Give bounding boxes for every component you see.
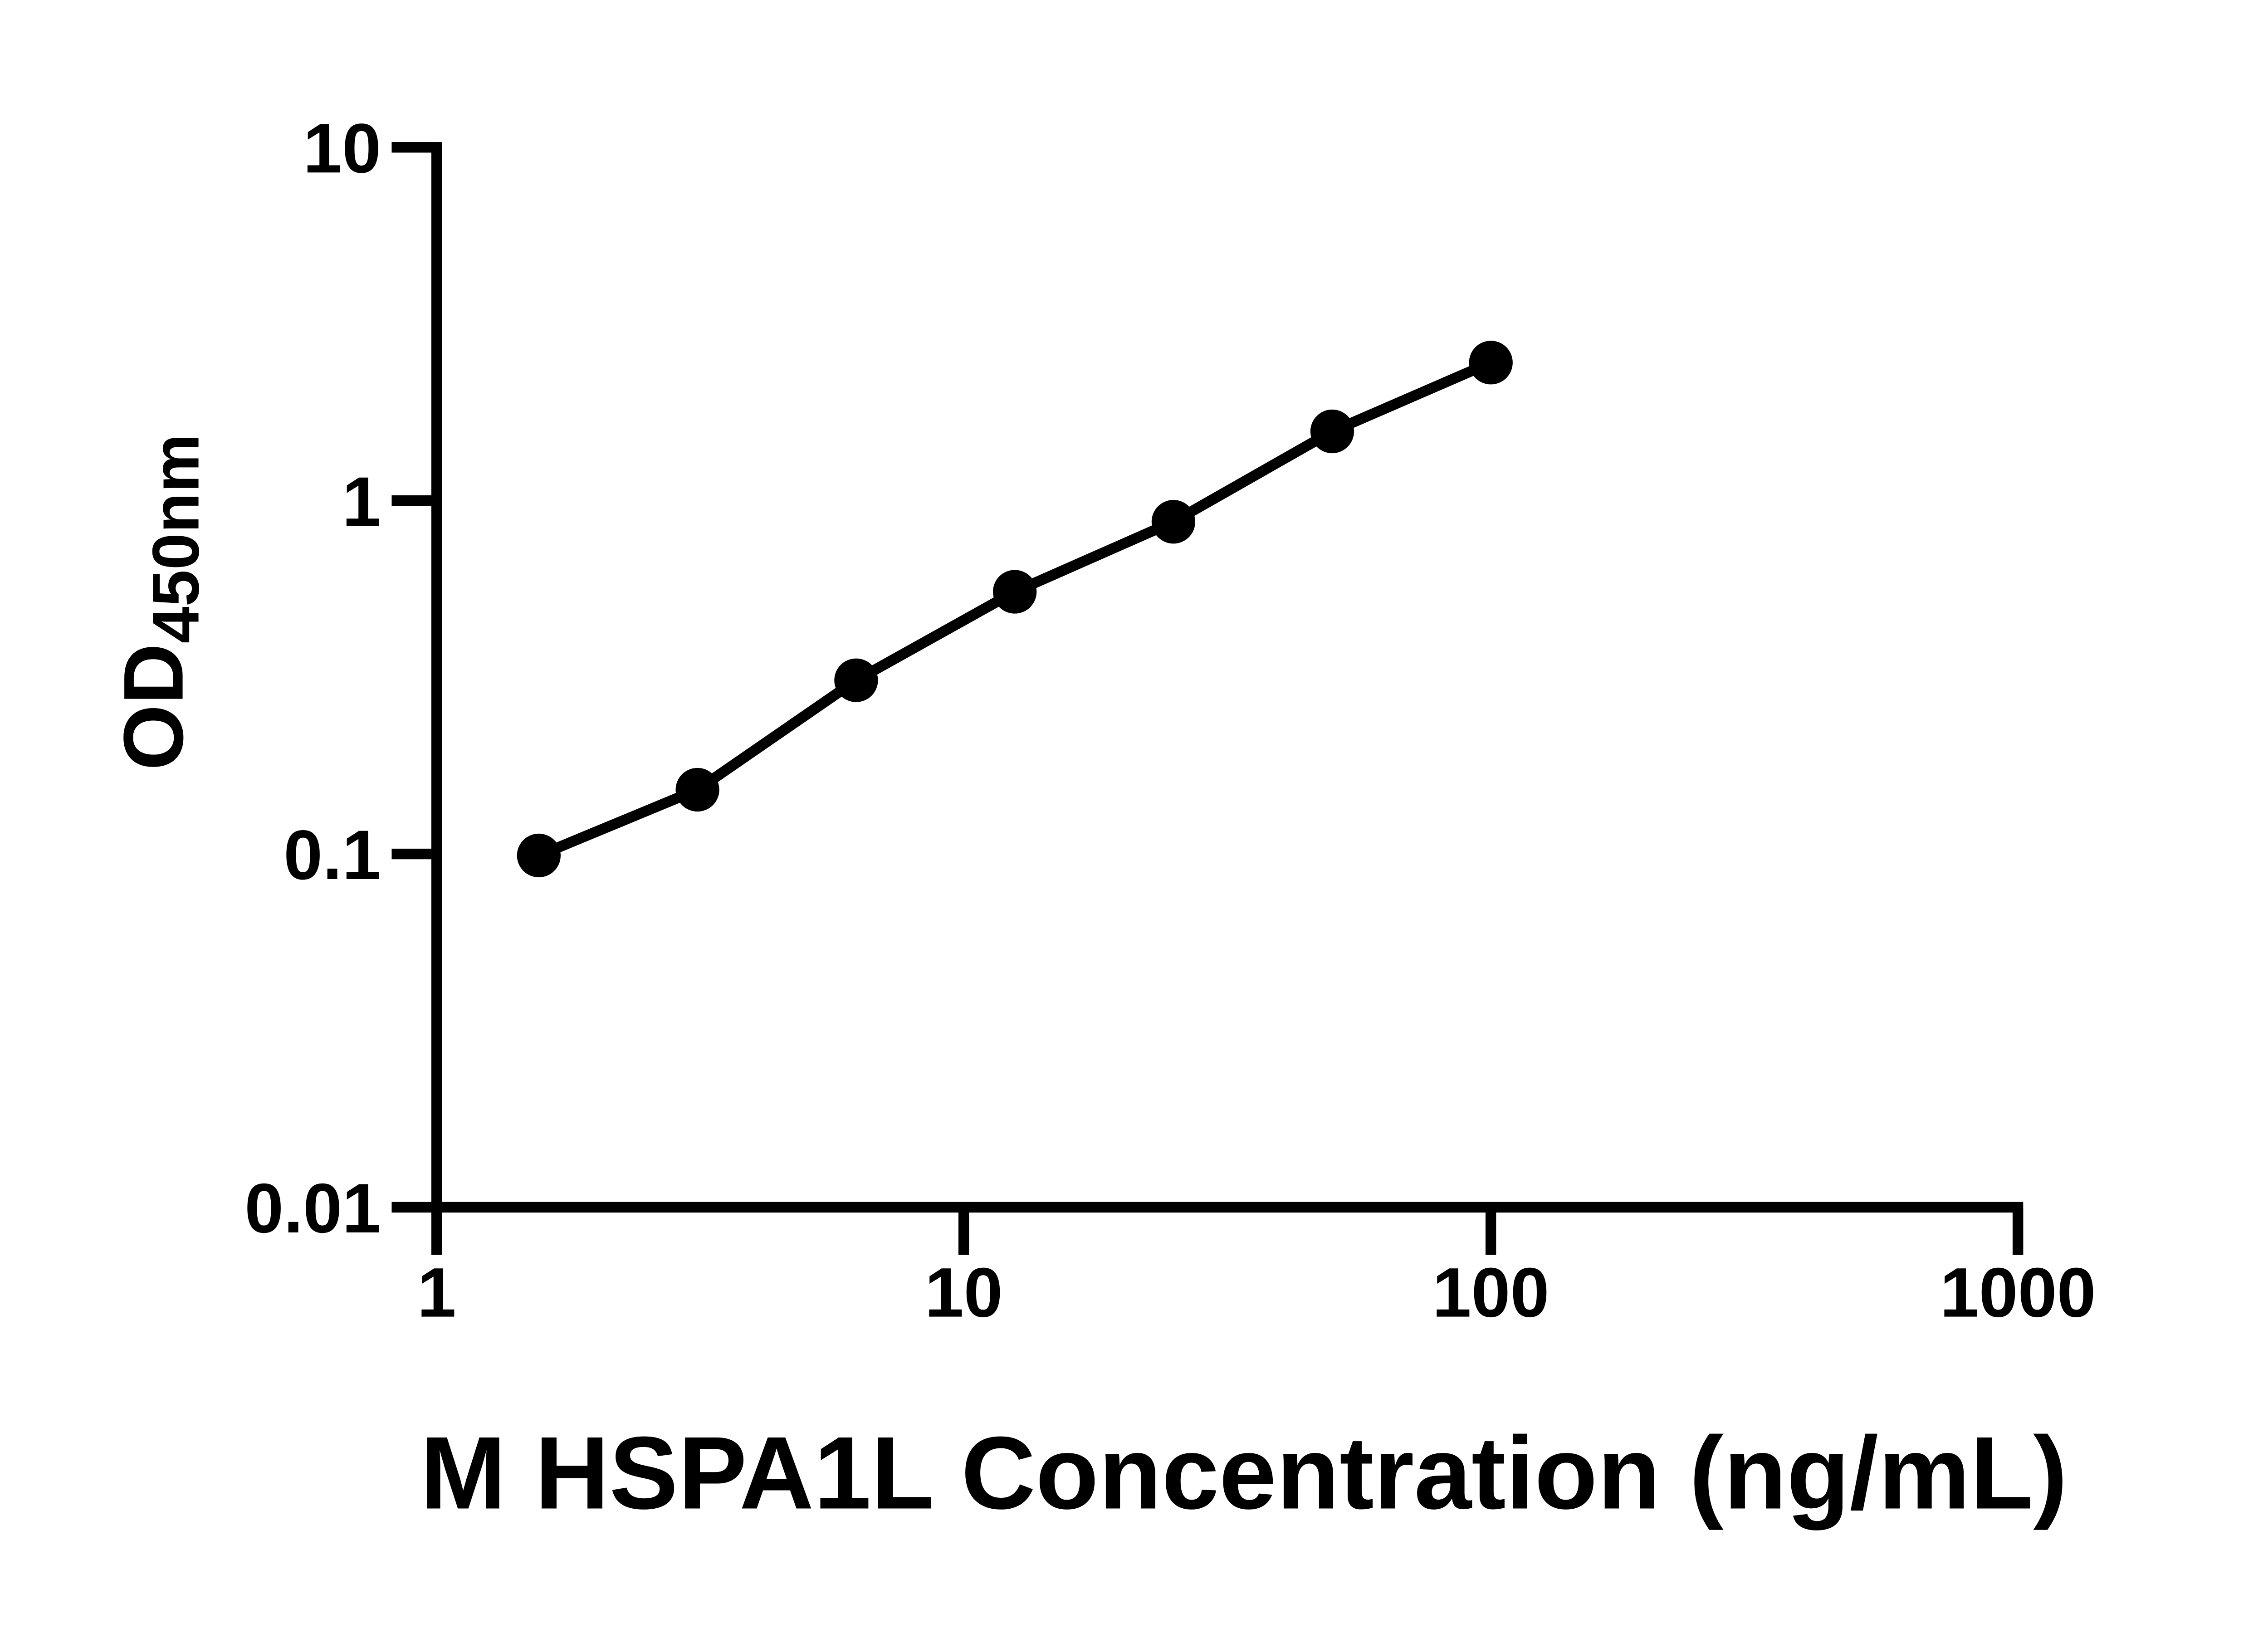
y-axis-title-main: OD — [106, 643, 201, 770]
x-tick-label: 1 — [417, 1253, 456, 1332]
data-point — [1310, 409, 1354, 454]
axes — [391, 142, 2024, 1255]
data-point — [1469, 341, 1513, 385]
y-tick-label: 0.1 — [284, 816, 381, 894]
data-point — [675, 768, 719, 812]
data-point — [517, 833, 561, 878]
y-axis-title: OD450nm — [106, 434, 213, 770]
plot-area: 1 10 100 1000 10 1 0.1 0.01 — [244, 109, 2096, 1331]
elisa-standard-curve-figure: 1 10 100 1000 10 1 0.1 0.01 M HSPA1L Concentrat… — [106, 109, 2096, 1531]
data-point — [993, 570, 1037, 614]
y-tick-label: 1 — [342, 462, 381, 541]
x-axis-title: M HSPA1L Concentration (ng/mL) — [420, 1416, 2068, 1531]
y-tick-label: 0.01 — [244, 1169, 381, 1247]
x-tick-label: 100 — [1432, 1253, 1549, 1332]
y-axis-title-subscript: 450nm — [139, 434, 213, 643]
data-point — [1151, 500, 1196, 544]
x-tick-label: 10 — [925, 1253, 1003, 1332]
chart-canvas: 1 10 100 1000 10 1 0.1 0.01 M HSPA1L Concentrat… — [106, 109, 2096, 1531]
y-tick-label: 10 — [303, 109, 381, 187]
data-point — [834, 658, 878, 702]
x-tick-label: 1000 — [1940, 1253, 2096, 1332]
